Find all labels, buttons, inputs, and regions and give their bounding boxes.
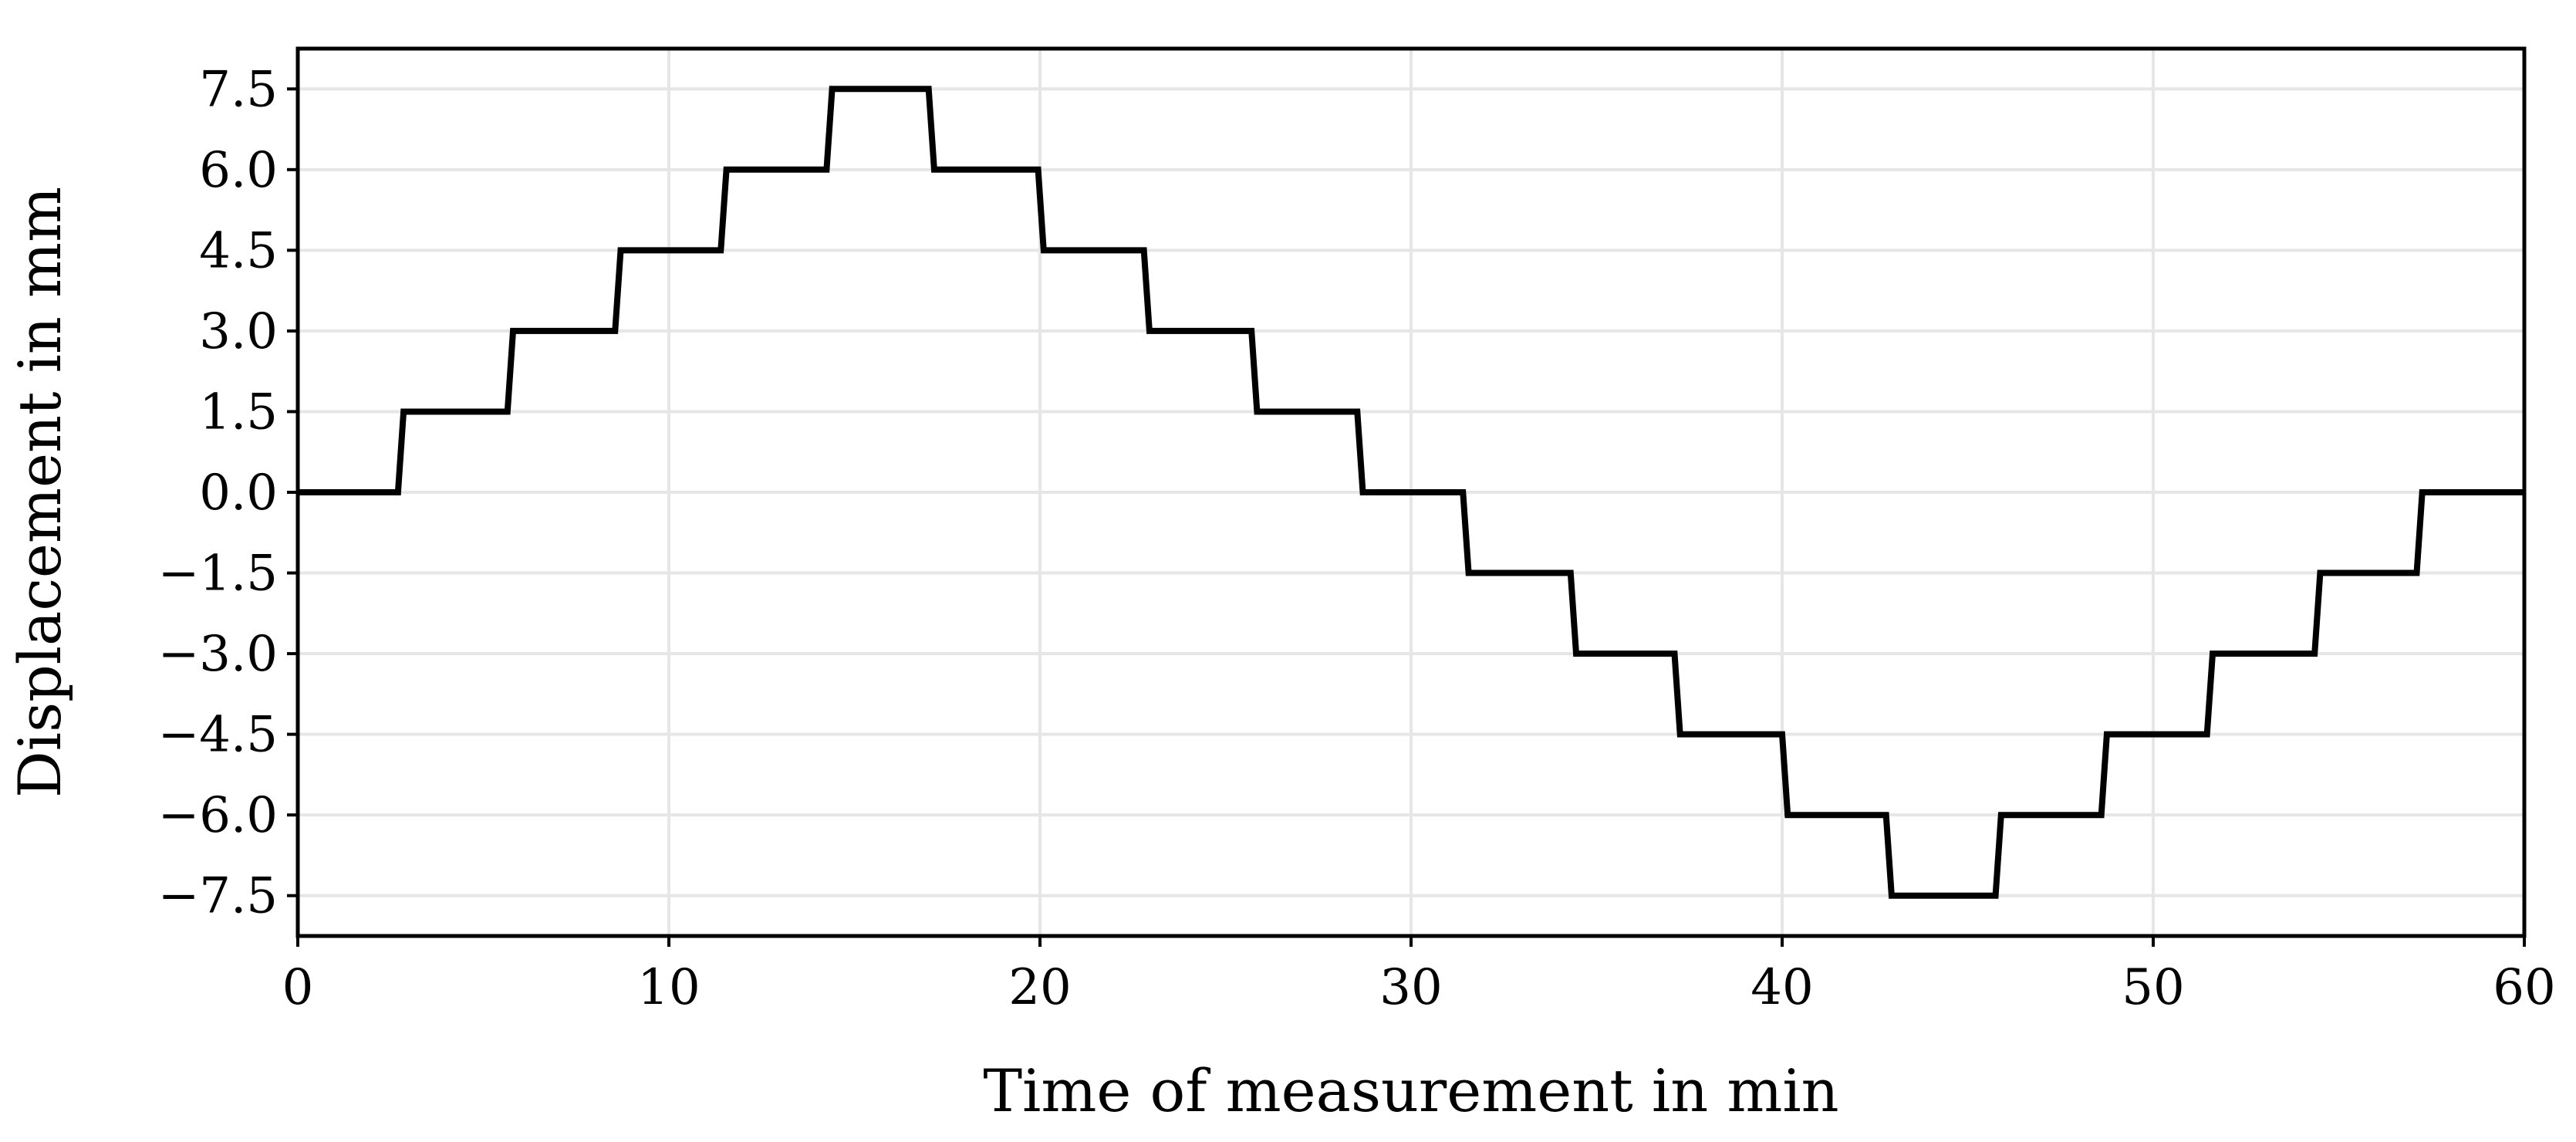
x-tick-label: 20: [1008, 959, 1071, 1016]
y-tick-label: 7.5: [199, 61, 278, 118]
y-tick-label: 0.0: [199, 465, 278, 522]
y-axis-title: Displacement in mm: [5, 187, 74, 798]
y-tick-label: −1.5: [158, 546, 278, 603]
x-tick-label: 40: [1751, 959, 1813, 1016]
y-tick-label: 1.5: [199, 383, 278, 441]
axis-ticks: 0 10 20 30 40 50 60 7.5 6.0 4.5 3.0 1.5 0.0 −1.5 −3.0 −…: [158, 61, 2556, 1016]
x-tick-label: 50: [2122, 959, 2184, 1016]
series-line: [298, 86, 2524, 899]
x-tick-label: 30: [1379, 959, 1442, 1016]
y-tick-label: 3.0: [199, 303, 278, 360]
x-tick-label: 0: [282, 959, 314, 1016]
y-tick-label: 4.5: [199, 222, 278, 279]
y-tick-label: 6.0: [199, 142, 278, 199]
plot-area: [298, 86, 2524, 899]
y-tick-label: −4.5: [158, 707, 278, 764]
y-tick-label: −7.5: [158, 868, 278, 925]
x-tick-label: 10: [637, 959, 700, 1016]
x-axis-title: Time of measurement in min: [983, 1056, 1838, 1125]
y-tick-label: −6.0: [158, 787, 278, 844]
x-tick-label: 60: [2493, 959, 2555, 1016]
y-tick-label: −3.0: [158, 626, 278, 683]
